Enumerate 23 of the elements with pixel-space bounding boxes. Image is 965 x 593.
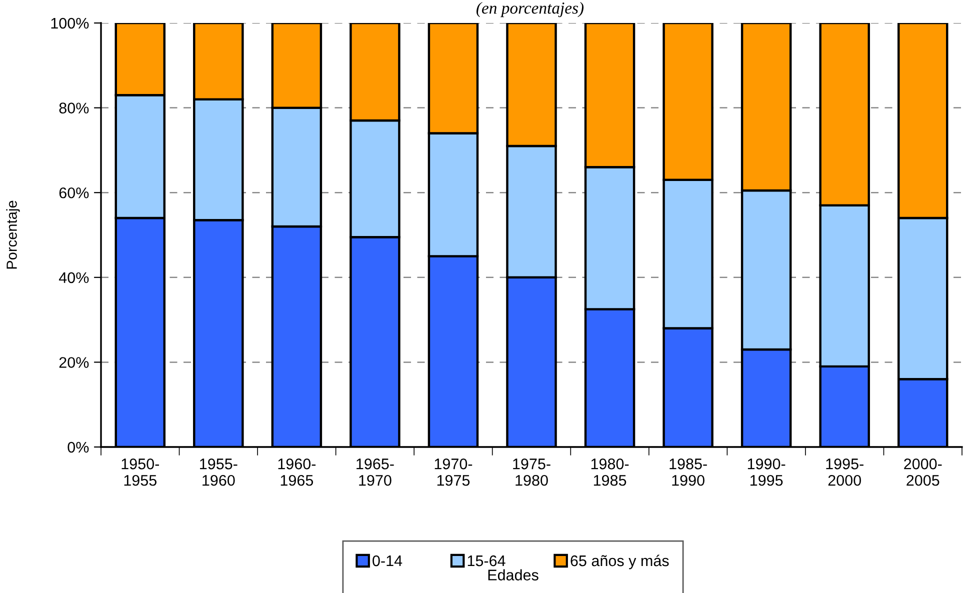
y-tick-label: 0% (68, 442, 89, 453)
x-tick-label: 2000- 2005 (904, 458, 942, 486)
legend-title: Edades (488, 569, 538, 580)
x-tick-label: 1980- 1985 (591, 458, 629, 486)
x-tick-label: 1975- 1980 (513, 458, 550, 486)
x-tick-label: 1970- 1975 (434, 458, 472, 486)
y-tick-label: 100% (51, 18, 89, 29)
chart-title: (en porcentajes) (476, 2, 584, 18)
legend-label: 65 años y más (570, 554, 669, 570)
x-tick-label: 1990- 1995 (748, 458, 786, 486)
y-tick-label: 40% (58, 272, 89, 284)
x-tick-label: 1995- 2000 (826, 458, 864, 486)
x-tick-label: 1960- 1965 (278, 458, 316, 486)
y-axis-title: Porcentaje (6, 200, 20, 269)
y-tick-label: 60% (59, 187, 89, 198)
x-tick-label: 1955- 1960 (200, 458, 238, 486)
x-tick-label: 1985- 1990 (670, 458, 707, 486)
x-tick-label: 1950- 1955 (122, 458, 159, 486)
y-tick-label: 80% (59, 102, 89, 114)
y-tick-label: 20% (59, 357, 89, 368)
legend-label: 0-14 (372, 555, 402, 566)
x-tick-label: 1965- 1970 (356, 458, 394, 486)
legend-label: 15-64 (468, 555, 506, 566)
